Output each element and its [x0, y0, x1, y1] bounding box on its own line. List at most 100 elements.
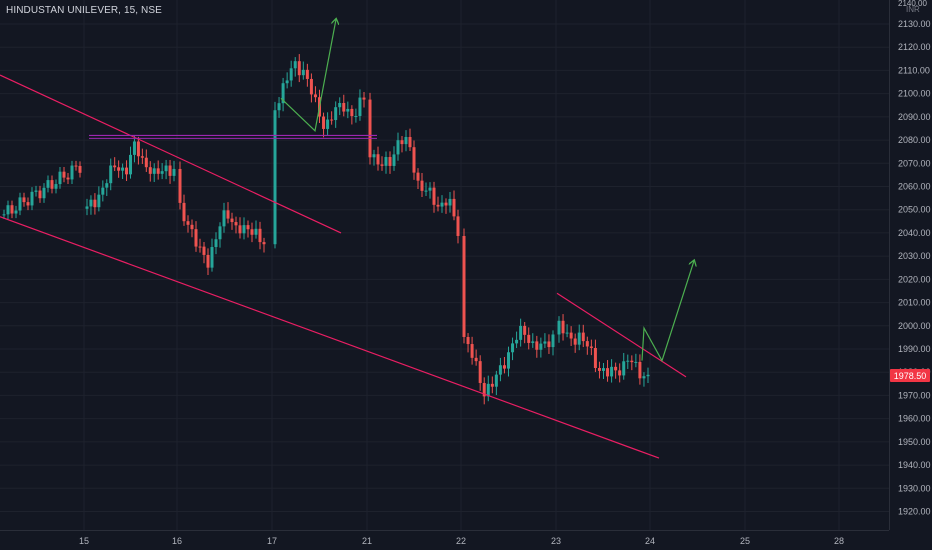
- candle-down: [638, 361, 642, 379]
- candle-down: [380, 164, 384, 166]
- candle-down: [569, 332, 573, 339]
- candle-up: [338, 102, 342, 108]
- candle-down: [125, 167, 129, 175]
- candle-down: [10, 205, 14, 214]
- candle-up: [293, 61, 297, 69]
- candle-up: [515, 339, 519, 344]
- projection-line[interactable]: [280, 19, 336, 132]
- candle-down: [78, 165, 82, 173]
- candle-down: [297, 61, 301, 76]
- candle-up: [494, 374, 498, 387]
- trendline-line[interactable]: [556, 292, 687, 378]
- price-tick-label: 2030.00: [898, 251, 931, 261]
- time-tick-label: 24: [645, 536, 655, 546]
- candle-up: [172, 168, 176, 176]
- candle-down: [74, 165, 78, 167]
- candle-up: [14, 210, 18, 214]
- candle-down: [190, 224, 194, 230]
- candle-down: [589, 346, 593, 348]
- candle-down: [452, 198, 456, 217]
- projection-line[interactable]: [641, 261, 694, 363]
- candle-up: [6, 205, 10, 215]
- candle-down: [416, 172, 420, 181]
- drawings-layer[interactable]: [0, 19, 694, 459]
- candle-up: [519, 325, 523, 340]
- candle-up: [281, 83, 285, 104]
- time-tick-label: 15: [79, 536, 89, 546]
- candle-down: [66, 177, 70, 180]
- candle-up: [622, 361, 626, 376]
- candle-down: [148, 167, 152, 174]
- candle-down: [614, 366, 618, 371]
- candle-down: [593, 347, 597, 368]
- candle-up: [384, 157, 388, 166]
- candle-up: [346, 108, 350, 112]
- candle-up: [89, 199, 93, 207]
- candle-up: [486, 383, 490, 397]
- time-tick-label: 28: [834, 536, 844, 546]
- time-tick-label: 21: [362, 536, 372, 546]
- time-axis[interactable]: 15 16 17 21 22 23 24 25 28: [79, 536, 844, 546]
- candle-up: [610, 366, 614, 377]
- candle-down: [342, 102, 346, 112]
- candle-up: [218, 226, 222, 240]
- candle-down: [38, 190, 42, 199]
- candle-down: [313, 94, 317, 98]
- candle-down: [350, 108, 354, 117]
- price-tick-label: 2000.00: [898, 321, 931, 331]
- price-tick-label: 2020.00: [898, 274, 931, 284]
- candle-up: [507, 352, 510, 369]
- candle-down: [198, 246, 202, 248]
- candle-up: [557, 320, 561, 335]
- candle-down: [305, 69, 309, 79]
- candle-down: [186, 221, 190, 225]
- candle-down: [527, 334, 531, 343]
- candle-down: [462, 235, 466, 337]
- candle-up: [160, 171, 164, 174]
- candle-down: [618, 370, 622, 376]
- candle-down: [168, 165, 172, 176]
- candle-up: [565, 332, 569, 334]
- price-tick-label: 2100.00: [898, 89, 931, 99]
- symbol-title[interactable]: HINDUSTAN UNILEVER, 15, NSE: [6, 5, 162, 16]
- price-tick-label: 1960.00: [898, 414, 931, 424]
- candle-up: [18, 197, 22, 211]
- candle-down: [420, 180, 424, 191]
- candle-up: [121, 167, 125, 171]
- price-tick-label: 1970.00: [898, 390, 931, 400]
- candle-down: [547, 341, 551, 348]
- time-tick-label: 22: [456, 536, 466, 546]
- candle-up: [551, 334, 555, 348]
- candle-down: [362, 97, 366, 100]
- candle-up: [46, 180, 50, 188]
- candle-up: [577, 332, 581, 345]
- candle-up: [634, 361, 638, 363]
- price-tick-label: 2110.00: [898, 65, 930, 75]
- candle-up: [97, 194, 101, 208]
- trendline-line[interactable]: [0, 74, 342, 234]
- candle-down: [62, 171, 66, 178]
- candle-up: [54, 184, 58, 189]
- candle-down: [490, 383, 494, 387]
- candle-down: [597, 367, 601, 371]
- candle-up: [273, 110, 277, 245]
- candle-down: [466, 336, 470, 345]
- candle-down: [178, 168, 182, 203]
- candle-up: [334, 107, 338, 121]
- candle-up: [531, 341, 535, 343]
- candle-down: [238, 225, 242, 234]
- candle-down: [470, 344, 474, 358]
- candle-up: [642, 376, 646, 379]
- price-tick-label: 1990.00: [898, 344, 931, 354]
- time-tick-label: 16: [172, 536, 182, 546]
- candle-up: [428, 187, 432, 191]
- candle-down: [408, 137, 412, 148]
- candle-up: [132, 141, 136, 155]
- candle-up: [440, 202, 444, 207]
- candle-up: [58, 171, 62, 185]
- trendline-line[interactable]: [0, 216, 660, 459]
- price-axis[interactable]: 2130.00 2120.00 2110.00 2100.00 2090.00 2080.…: [898, 0, 931, 517]
- candle-up: [222, 210, 226, 227]
- candle-up: [404, 137, 408, 145]
